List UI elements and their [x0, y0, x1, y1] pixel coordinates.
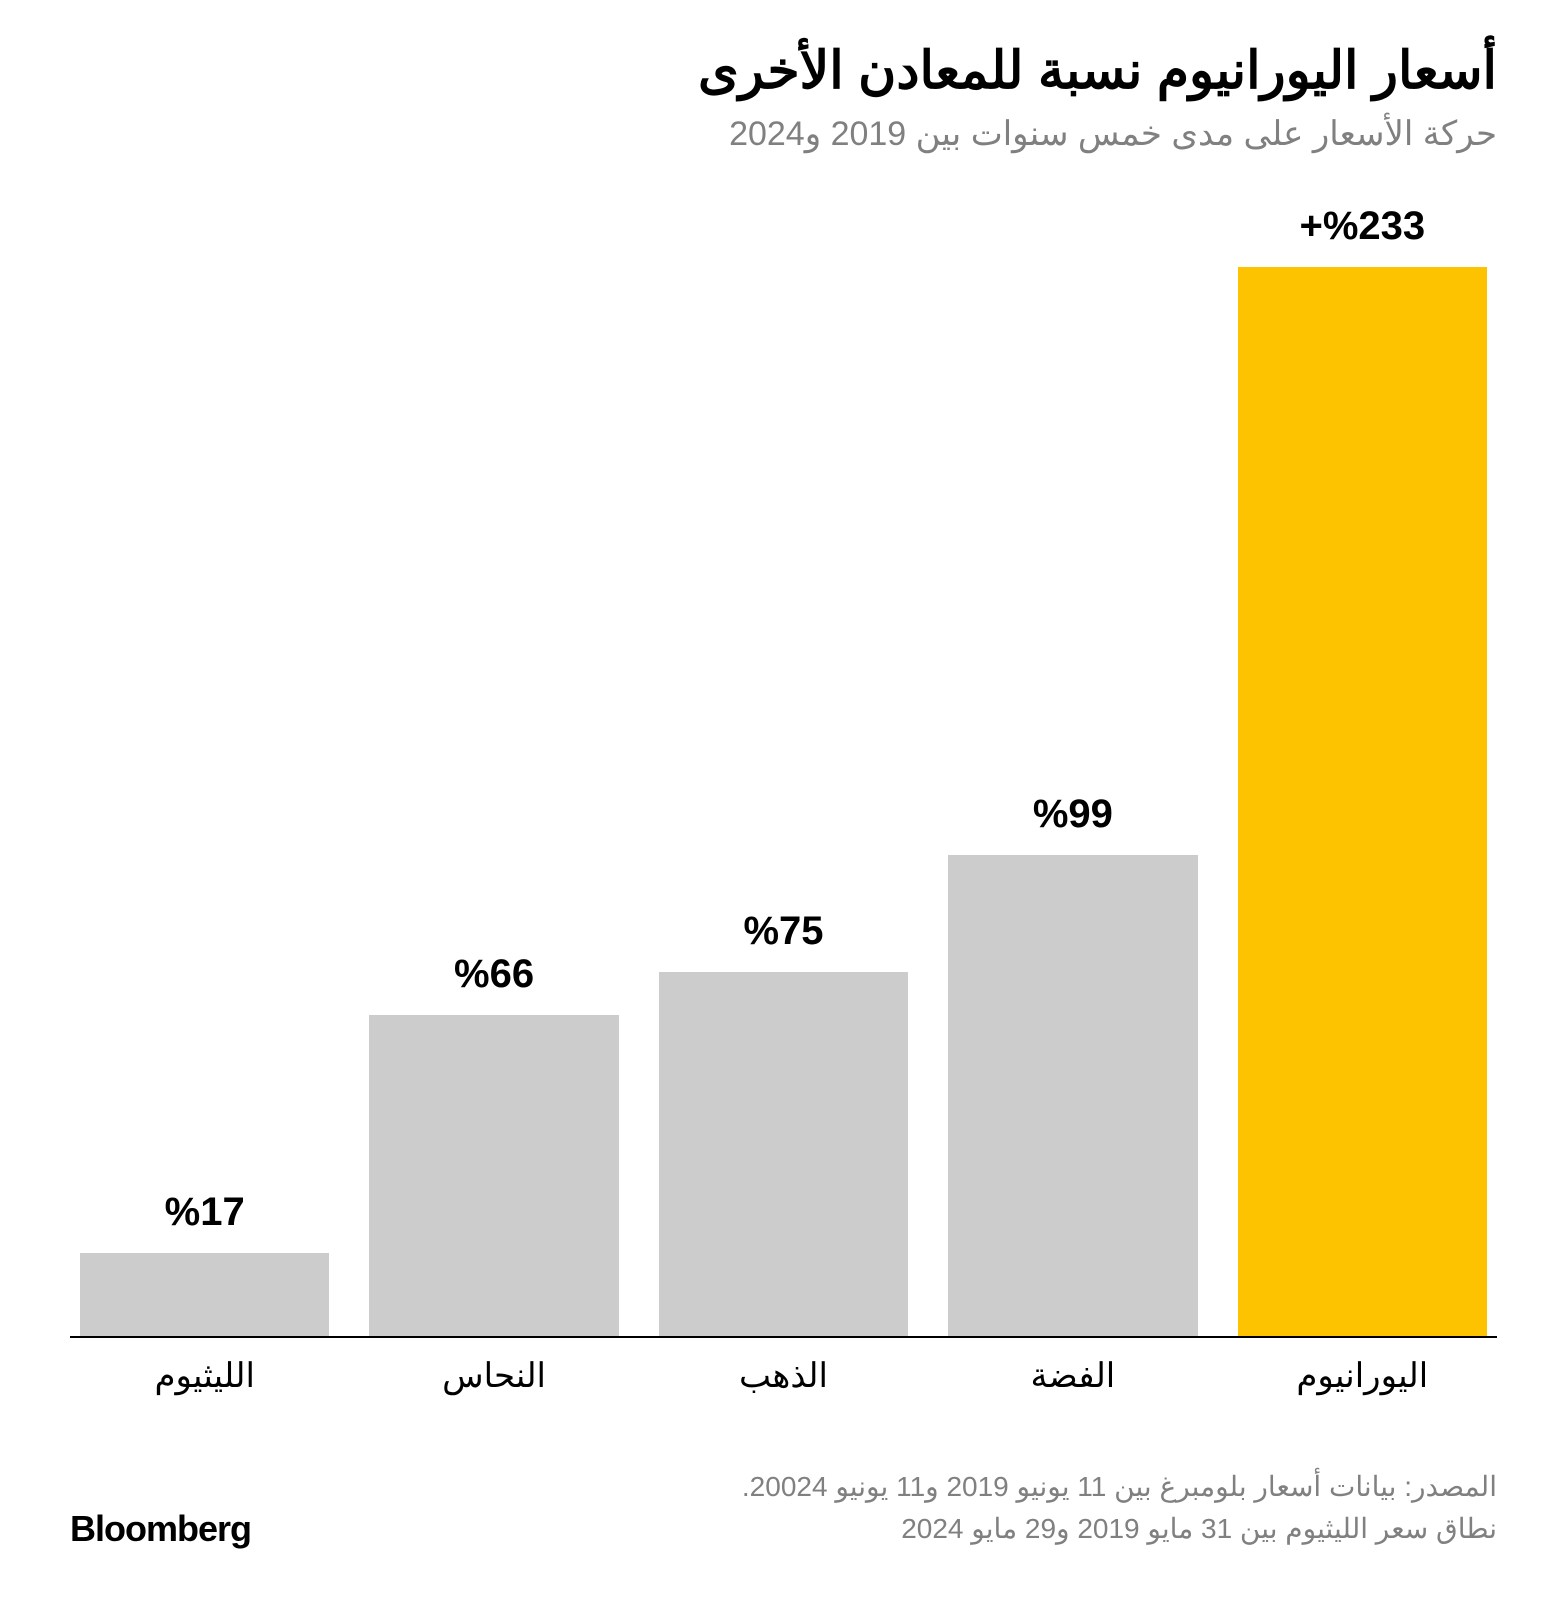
bar-wrap: %17 — [80, 204, 329, 1336]
chart-footer: المصدر: بيانات أسعار بلومبرغ بين 11 يوني… — [70, 1466, 1497, 1550]
bars-region: %233+ %99 %75 %66 %17 — [70, 204, 1497, 1338]
chart-container: أسعار اليورانيوم نسبة للمعادن الأخرى حرك… — [0, 0, 1567, 1600]
bar-value-label: %17 — [165, 1190, 245, 1235]
bar-value-label: %233+ — [1299, 204, 1425, 249]
bar-wrap: %66 — [369, 204, 618, 1336]
category-label: اليورانيوم — [1238, 1356, 1487, 1396]
bar-wrap: %99 — [948, 204, 1197, 1336]
bar — [1238, 267, 1487, 1336]
bar-value-label: %99 — [1033, 792, 1113, 837]
category-label: الذهب — [659, 1356, 908, 1396]
source-line-2: نطاق سعر الليثيوم بين 31 مايو 2019 و29 م… — [742, 1508, 1497, 1550]
bar — [80, 1253, 329, 1336]
brand-logo: Bloomberg — [70, 1508, 251, 1550]
chart-subtitle: حركة الأسعار على مدى خمس سنوات بين 2019 … — [70, 114, 1497, 154]
bar — [948, 855, 1197, 1336]
bar — [369, 1015, 618, 1336]
bar-wrap: %233+ — [1238, 204, 1487, 1336]
source-note: المصدر: بيانات أسعار بلومبرغ بين 11 يوني… — [742, 1466, 1497, 1550]
bar-value-label: %75 — [743, 909, 823, 954]
source-line-1: المصدر: بيانات أسعار بلومبرغ بين 11 يوني… — [742, 1466, 1497, 1508]
category-label: النحاس — [369, 1356, 618, 1396]
category-row: اليورانيوم الفضة الذهب النحاس الليثيوم — [70, 1338, 1497, 1396]
chart-title: أسعار اليورانيوم نسبة للمعادن الأخرى — [70, 40, 1497, 102]
bar-wrap: %75 — [659, 204, 908, 1336]
bar — [659, 972, 908, 1336]
bar-value-label: %66 — [454, 952, 534, 997]
chart-area: %233+%99%75%66%17 اليورانيومالفضةالذهبال… — [70, 204, 1497, 1396]
category-label: الليثيوم — [80, 1356, 329, 1396]
category-label: الفضة — [948, 1356, 1197, 1396]
